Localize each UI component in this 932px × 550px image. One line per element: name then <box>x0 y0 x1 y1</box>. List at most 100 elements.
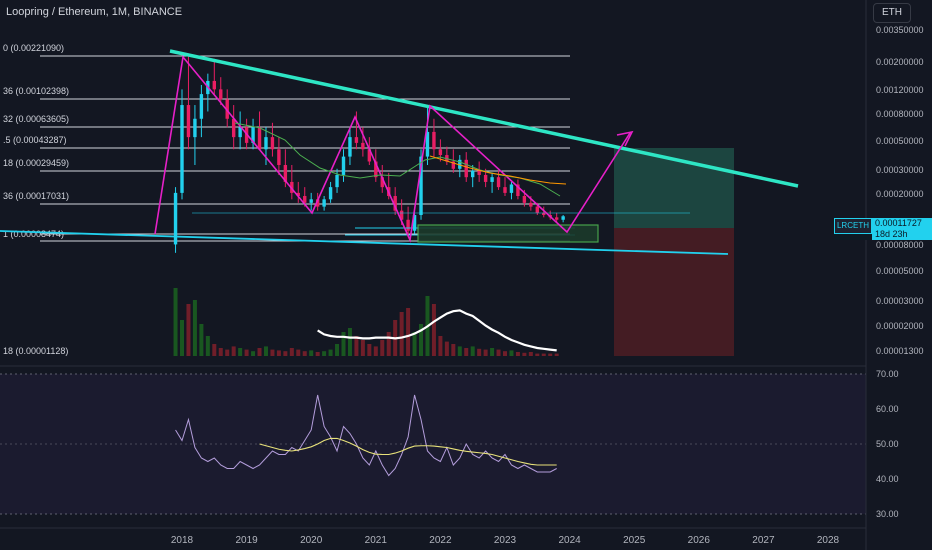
volume-bar <box>263 346 268 356</box>
descending-support-trendline[interactable] <box>0 230 729 255</box>
volume-bar <box>380 340 385 356</box>
volume-bar <box>315 352 320 356</box>
fib-level-label: 32 (0.00063605) <box>3 114 69 124</box>
price-axis-label: 0.00003000 <box>876 296 924 306</box>
volume-bar <box>296 349 301 356</box>
volume-bar <box>535 353 540 356</box>
candle-body <box>522 196 527 203</box>
time-axis-label: 2027 <box>752 535 775 546</box>
volume-bar <box>431 304 436 356</box>
price-axis-label: 0.00030000 <box>876 165 924 175</box>
candle-body <box>309 199 313 203</box>
price-axis-label: 0.00080000 <box>876 109 924 119</box>
volume-bar <box>451 344 456 356</box>
volume-bar <box>515 352 520 356</box>
fib-level-label: 18 (0.00029459) <box>3 158 69 168</box>
symbol-title: Loopring / Ethereum, 1M, BINANCE <box>6 6 183 18</box>
price-axis[interactable]: 0.00350000 0.00200000 0.00120000 0.00080000… <box>876 25 924 356</box>
time-axis-label: 2019 <box>235 535 258 546</box>
candle-body <box>219 89 223 100</box>
volume-bar <box>490 348 495 356</box>
volume-bar <box>438 336 443 356</box>
volume-bar <box>225 349 230 356</box>
candle-body <box>425 131 430 157</box>
time-axis-label: 2024 <box>558 535 581 546</box>
candle-body <box>561 216 565 220</box>
candle-body <box>458 159 462 169</box>
price-axis-label: 0.00020000 <box>876 189 924 199</box>
candle-body <box>277 149 281 166</box>
volume-bar <box>554 353 559 356</box>
volume-bar <box>354 336 359 356</box>
volume-bar <box>477 348 482 356</box>
candle-body <box>296 192 300 197</box>
volume-moving-average <box>317 309 557 352</box>
volume-bar <box>302 351 307 356</box>
volume-bar <box>186 304 191 356</box>
candle-body <box>529 202 533 207</box>
volume-bar <box>444 341 449 356</box>
candle-body <box>490 177 494 182</box>
volume-bar <box>218 348 223 356</box>
candle-body <box>509 184 514 193</box>
volume-bar <box>373 346 378 356</box>
candle-body <box>303 196 307 203</box>
zigzag-pattern[interactable] <box>154 55 631 243</box>
volume-bar <box>244 349 249 356</box>
time-axis-label: 2022 <box>429 535 452 546</box>
price-axis-label: 0.00050000 <box>876 136 924 146</box>
candle-body <box>496 177 501 188</box>
candle-body <box>535 206 539 213</box>
target-zone[interactable] <box>614 148 734 228</box>
volume-bar <box>548 353 553 356</box>
volume-bar <box>503 351 507 356</box>
time-axis[interactable]: 2018 2019 2020 2021 2022 2023 2024 2025 2026 2027… <box>171 535 840 546</box>
fib-level-label: 1 (0.00008474) <box>3 229 64 239</box>
moving-average-orange <box>429 155 567 185</box>
candle-body <box>406 219 410 231</box>
volume-bar <box>360 340 365 356</box>
volume-bar <box>509 350 514 356</box>
candle-body <box>399 210 404 220</box>
fib-level-label: 0 (0.00221090) <box>3 43 64 53</box>
candle-body <box>471 170 475 178</box>
candle-body <box>186 105 191 138</box>
price-axis-label: 0.00008000 <box>876 240 924 250</box>
descending-resistance-trendline[interactable] <box>169 49 799 188</box>
volume-bar <box>212 344 217 356</box>
stop-zone[interactable] <box>614 228 734 356</box>
accumulation-box[interactable] <box>417 224 599 243</box>
volume-bar <box>406 308 411 356</box>
rsi-axis-label: 70.00 <box>876 369 899 379</box>
price-axis-label: 0.00200000 <box>876 57 924 67</box>
volume-bar <box>309 350 314 356</box>
rsi-axis[interactable]: 70.00 60.00 50.00 40.00 30.00 <box>876 369 899 519</box>
fib-level-label: 36 (0.00017031) <box>3 191 69 201</box>
time-axis-label: 2026 <box>688 535 711 546</box>
candle-body <box>193 118 197 138</box>
currency-button[interactable]: ETH <box>873 3 911 23</box>
candle-body <box>180 105 184 193</box>
candle-body <box>367 149 372 162</box>
volume-bar <box>238 348 243 356</box>
rsi-axis-label: 50.00 <box>876 439 899 449</box>
candle-body <box>238 127 242 138</box>
price-axis-label: 0.00350000 <box>876 25 924 35</box>
candle-body <box>251 127 255 143</box>
volume-bar <box>412 332 417 356</box>
candle-body <box>283 165 288 182</box>
volume-bar <box>483 349 488 356</box>
candle-body <box>328 187 333 200</box>
candle-body <box>483 174 488 182</box>
candle-body <box>231 118 236 138</box>
fib-level-label: 18 (0.00001128) <box>3 346 68 356</box>
volume-bar <box>322 351 327 356</box>
current-price-tag: LRCETH 0.00011727 18d 23h <box>834 218 932 240</box>
fib-level-label: 36 (0.00102398) <box>3 86 69 96</box>
candle-body <box>380 177 384 188</box>
volume-bar <box>528 352 533 356</box>
candle-body <box>503 187 507 193</box>
time-axis-label: 2025 <box>623 535 646 546</box>
candle-body <box>393 196 397 211</box>
